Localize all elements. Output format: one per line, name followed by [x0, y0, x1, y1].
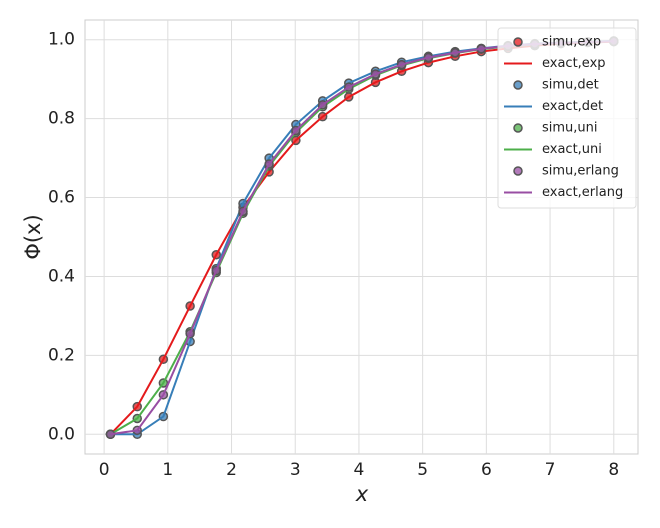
- x-tick-label: 1: [162, 460, 173, 480]
- x-axis-label: x: [355, 482, 369, 506]
- y-tick-label: 0.2: [48, 345, 75, 365]
- legend-label: simu,erlang: [542, 164, 619, 179]
- x-tick-label: 5: [417, 460, 428, 480]
- legend-label: simu,uni: [542, 121, 598, 136]
- x-tick-label: 0: [99, 460, 110, 480]
- legend-marker: [513, 80, 523, 90]
- x-tick-label: 6: [481, 460, 492, 480]
- legend-box: [497, 27, 637, 209]
- legend-label: exact,uni: [542, 142, 602, 157]
- x-tick-label: 4: [354, 460, 365, 480]
- legend-label: exact,det: [542, 99, 603, 114]
- y-tick-label: 0.4: [48, 266, 75, 286]
- y-tick-label: 0.8: [48, 109, 75, 129]
- x-tick-label: 7: [545, 460, 556, 480]
- legend-label: simu,exp: [542, 35, 601, 50]
- legend-marker: [513, 166, 523, 176]
- y-tick-label: 1.0: [48, 30, 75, 50]
- x-tick-label: 3: [290, 460, 301, 480]
- x-tick-label: 2: [226, 460, 237, 480]
- legend-marker: [513, 37, 523, 47]
- legend-label: exact,erlang: [542, 185, 623, 200]
- y-tick-label: 0.0: [48, 424, 75, 444]
- x-tick-label: 8: [608, 460, 619, 480]
- legend-marker: [513, 123, 523, 133]
- legend-label: simu,det: [542, 78, 599, 93]
- y-tick-label: 0.6: [48, 188, 75, 208]
- legend-label: exact,exp: [542, 56, 606, 71]
- legend: simu,exp exact,exp simu,det exact,det simu,u…: [497, 27, 637, 209]
- y-axis-label: Φ(x): [21, 214, 45, 259]
